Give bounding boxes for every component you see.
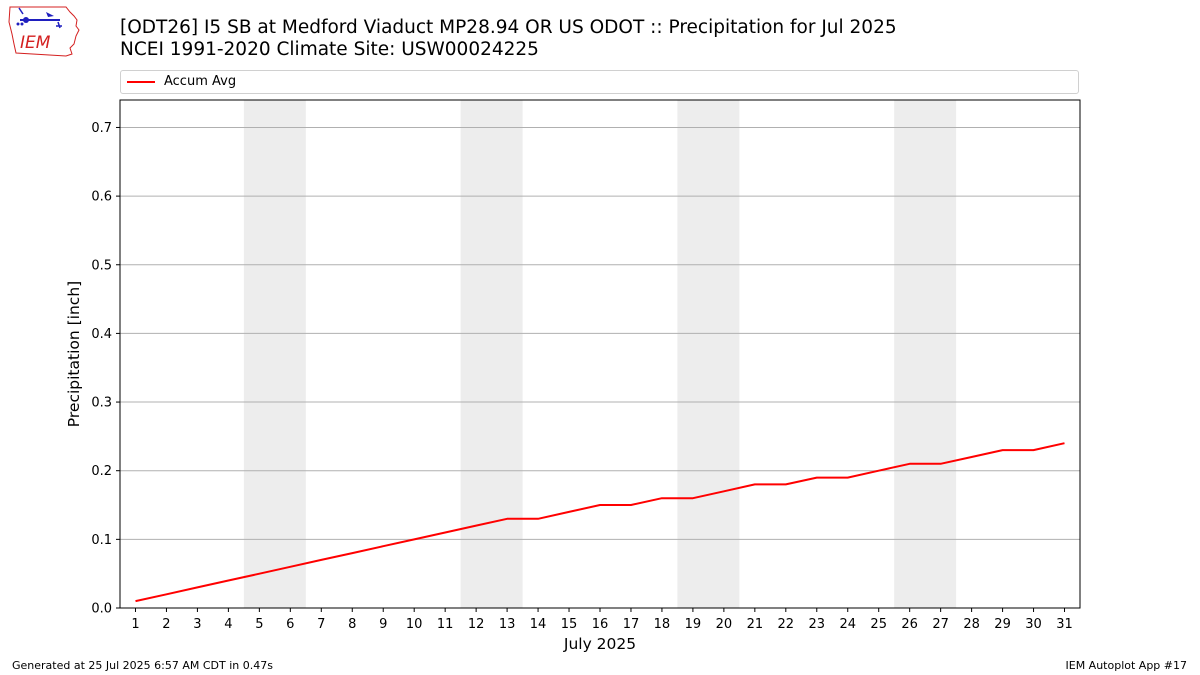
y-tick-label: 0.7 (91, 121, 112, 136)
chart-title: [ODT26] I5 SB at Medford Viaduct MP28.94… (120, 17, 897, 38)
x-tick-label: 8 (348, 617, 356, 632)
iem-logo: IEM (6, 4, 82, 60)
x-tick-label: 4 (224, 617, 232, 632)
x-tick-label: 3 (193, 617, 201, 632)
y-tick-label: 0.6 (91, 190, 112, 205)
x-tick-label: 19 (685, 617, 702, 632)
x-tick-label: 21 (747, 617, 764, 632)
weekend-shade-3 (677, 100, 740, 608)
y-tick-label: 0.1 (91, 533, 112, 548)
legend: Accum Avg (120, 70, 1079, 94)
plot-frame (119, 99, 1081, 609)
x-tick-label: 6 (286, 617, 294, 632)
y-axis-label: Precipitation [inch] (65, 281, 83, 427)
x-tick-label: 9 (379, 617, 387, 632)
x-tick-label: 11 (437, 617, 454, 632)
x-tick-label: 15 (561, 617, 578, 632)
iowa-state-outline-icon: IEM (8, 6, 80, 57)
weekend-shade-1 (243, 100, 306, 608)
legend-swatch-accum-avg (127, 81, 155, 83)
chart-subtitle: NCEI 1991-2020 Climate Site: USW00024225 (120, 39, 539, 60)
series-line-accum-avg (135, 442, 1065, 603)
x-axis-label: July 2025 (563, 635, 636, 653)
x-tick-label: 13 (499, 617, 516, 632)
x-tick-label: 10 (406, 617, 423, 632)
x-tick-label: 24 (839, 617, 856, 632)
x-tick-label: 17 (623, 617, 640, 632)
y-tick-label: 0.0 (91, 602, 112, 617)
x-tick-label: 25 (870, 617, 887, 632)
x-tick-label: 31 (1056, 617, 1073, 632)
weekend-shade-2 (460, 100, 523, 608)
footer-generated-text: Generated at 25 Jul 2025 6:57 AM CDT in … (12, 659, 273, 672)
x-tick-label: 30 (1025, 617, 1042, 632)
y-tick-label: 0.3 (91, 396, 112, 411)
y-tick-label: 0.5 (91, 258, 112, 273)
x-tick-label: 2 (162, 617, 170, 632)
x-tick-label: 14 (530, 617, 547, 632)
x-tick-label: 18 (654, 617, 671, 632)
x-tick-label: 27 (932, 617, 949, 632)
x-tick-label: 5 (255, 617, 263, 632)
x-tick-label: 16 (592, 617, 609, 632)
footer-app-label: IEM Autoplot App #17 (1065, 659, 1188, 672)
x-tick-label: 26 (901, 617, 918, 632)
y-tick-label: 0.2 (91, 464, 112, 479)
x-tick-label: 22 (778, 617, 795, 632)
logo-text: IEM (20, 33, 51, 53)
x-tick-label: 7 (317, 617, 325, 632)
y-tick-label: 0.4 (91, 327, 112, 342)
x-tick-label: 1 (131, 617, 139, 632)
x-tick-label: 12 (468, 617, 485, 632)
x-tick-label: 29 (994, 617, 1011, 632)
x-tick-label: 28 (963, 617, 980, 632)
legend-label-accum-avg: Accum Avg (164, 74, 237, 89)
x-tick-label: 20 (716, 617, 733, 632)
x-tick-label: 23 (809, 617, 826, 632)
weekend-shade-4 (894, 100, 957, 608)
